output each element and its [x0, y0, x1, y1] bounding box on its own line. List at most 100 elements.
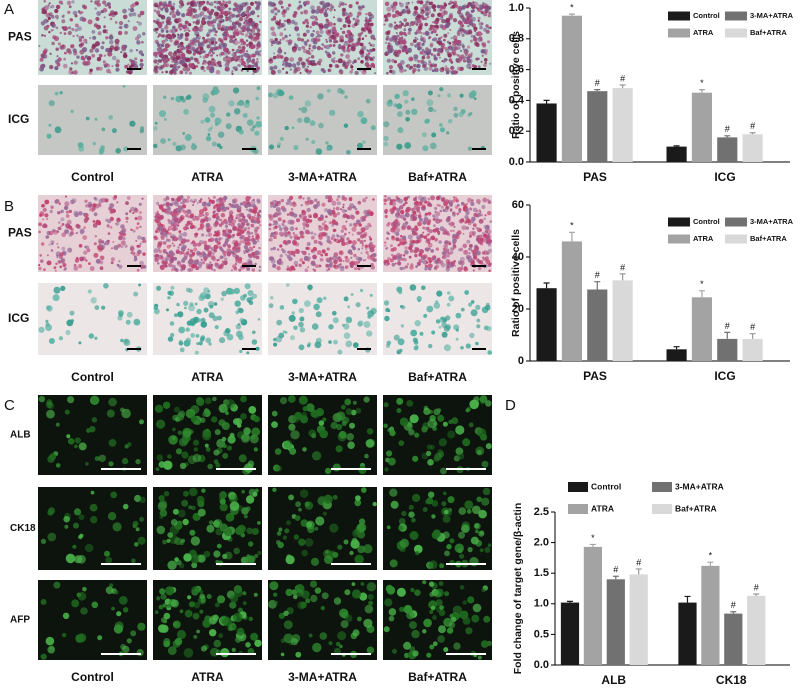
- micrograph: [383, 195, 492, 272]
- stain-spot: [435, 18, 439, 22]
- stain-spot: [248, 35, 251, 38]
- stain-spot: [369, 49, 373, 53]
- stain-spot: [110, 208, 115, 213]
- stain-spot: [257, 521, 261, 525]
- stain-spot: [476, 7, 478, 9]
- stain-spot: [103, 60, 106, 63]
- stain-spot: [425, 240, 428, 243]
- stain-spot: [395, 232, 399, 236]
- stain-spot: [410, 263, 413, 266]
- stain-spot: [202, 431, 211, 440]
- stain-spot: [444, 344, 451, 351]
- stain-spot: [229, 217, 232, 220]
- stain-spot: [482, 198, 487, 203]
- stain-spot: [385, 260, 389, 264]
- stain-spot: [288, 395, 296, 403]
- stain-spot: [279, 260, 284, 265]
- stain-spot: [322, 43, 324, 45]
- stain-spot: [357, 11, 361, 15]
- stain-spot: [357, 40, 360, 43]
- stain-spot: [424, 267, 427, 270]
- stain-spot: [443, 515, 451, 523]
- stain-spot: [325, 2, 330, 7]
- stain-spot: [362, 5, 365, 8]
- stain-spot: [213, 196, 216, 199]
- stain-spot: [478, 20, 480, 22]
- stain-spot: [301, 107, 307, 113]
- stain-spot: [56, 17, 58, 19]
- stain-spot: [239, 257, 241, 259]
- stain-spot: [355, 211, 359, 215]
- stain-spot: [88, 289, 92, 293]
- stain-spot: [50, 210, 53, 213]
- stain-spot: [361, 487, 367, 493]
- stain-spot: [471, 250, 474, 253]
- stain-spot: [326, 45, 331, 50]
- stain-spot: [291, 638, 298, 645]
- stain-spot: [189, 530, 195, 536]
- stain-spot: [168, 1, 171, 4]
- stain-spot: [115, 148, 121, 154]
- stain-spot: [133, 292, 138, 297]
- stain-spot: [282, 38, 285, 41]
- stain-spot: [142, 32, 145, 35]
- stain-spot: [176, 560, 182, 566]
- stain-spot: [440, 260, 443, 263]
- stain-spot: [251, 44, 255, 48]
- stain-spot: [349, 198, 352, 201]
- stain-spot: [465, 627, 472, 634]
- micrograph: [153, 195, 262, 272]
- stain-spot: [443, 60, 446, 63]
- stain-spot: [355, 555, 364, 564]
- stain-spot: [71, 28, 74, 31]
- stain-spot: [306, 138, 309, 141]
- stain-spot: [193, 454, 202, 463]
- stain-spot: [172, 198, 175, 201]
- stain-spot: [181, 53, 186, 58]
- stain-spot: [463, 244, 468, 249]
- stain-spot: [474, 29, 477, 32]
- stain-spot: [142, 252, 145, 255]
- stain-spot: [127, 64, 129, 66]
- stain-spot: [442, 232, 444, 234]
- stain-spot: [204, 9, 206, 11]
- stain-spot: [195, 303, 198, 306]
- stain-spot: [296, 67, 301, 72]
- stain-spot: [408, 57, 413, 62]
- stain-spot: [344, 95, 348, 99]
- stain-spot: [366, 99, 371, 104]
- stain-spot: [290, 226, 295, 231]
- stain-spot: [184, 340, 191, 347]
- stain-spot: [223, 407, 228, 412]
- stain-spot: [207, 45, 209, 47]
- stain-spot: [442, 197, 446, 201]
- stain-spot: [318, 59, 322, 63]
- stain-spot: [214, 640, 222, 648]
- stain-spot: [420, 37, 424, 41]
- stain-spot: [38, 327, 44, 333]
- stain-spot: [303, 49, 307, 53]
- stain-spot: [109, 439, 117, 447]
- stain-spot: [239, 236, 243, 240]
- stain-spot: [429, 268, 432, 271]
- stain-spot: [169, 291, 174, 296]
- stain-spot: [421, 43, 424, 46]
- stain-spot: [341, 405, 346, 410]
- stain-spot: [99, 67, 103, 71]
- stain-spot: [163, 241, 167, 245]
- stain-spot: [56, 27, 59, 30]
- stain-spot: [300, 489, 309, 498]
- stain-spot: [435, 211, 437, 213]
- stain-spot: [443, 7, 445, 9]
- stain-spot: [256, 220, 260, 224]
- stain-spot: [439, 57, 441, 59]
- stain-spot: [452, 238, 457, 243]
- stain-spot: [43, 268, 46, 271]
- stain-spot: [181, 13, 185, 17]
- stain-spot: [283, 535, 287, 539]
- micrograph: [153, 580, 262, 660]
- stain-spot: [240, 202, 243, 205]
- stain-spot: [414, 205, 419, 210]
- stain-spot: [133, 26, 138, 31]
- stain-spot: [272, 411, 278, 417]
